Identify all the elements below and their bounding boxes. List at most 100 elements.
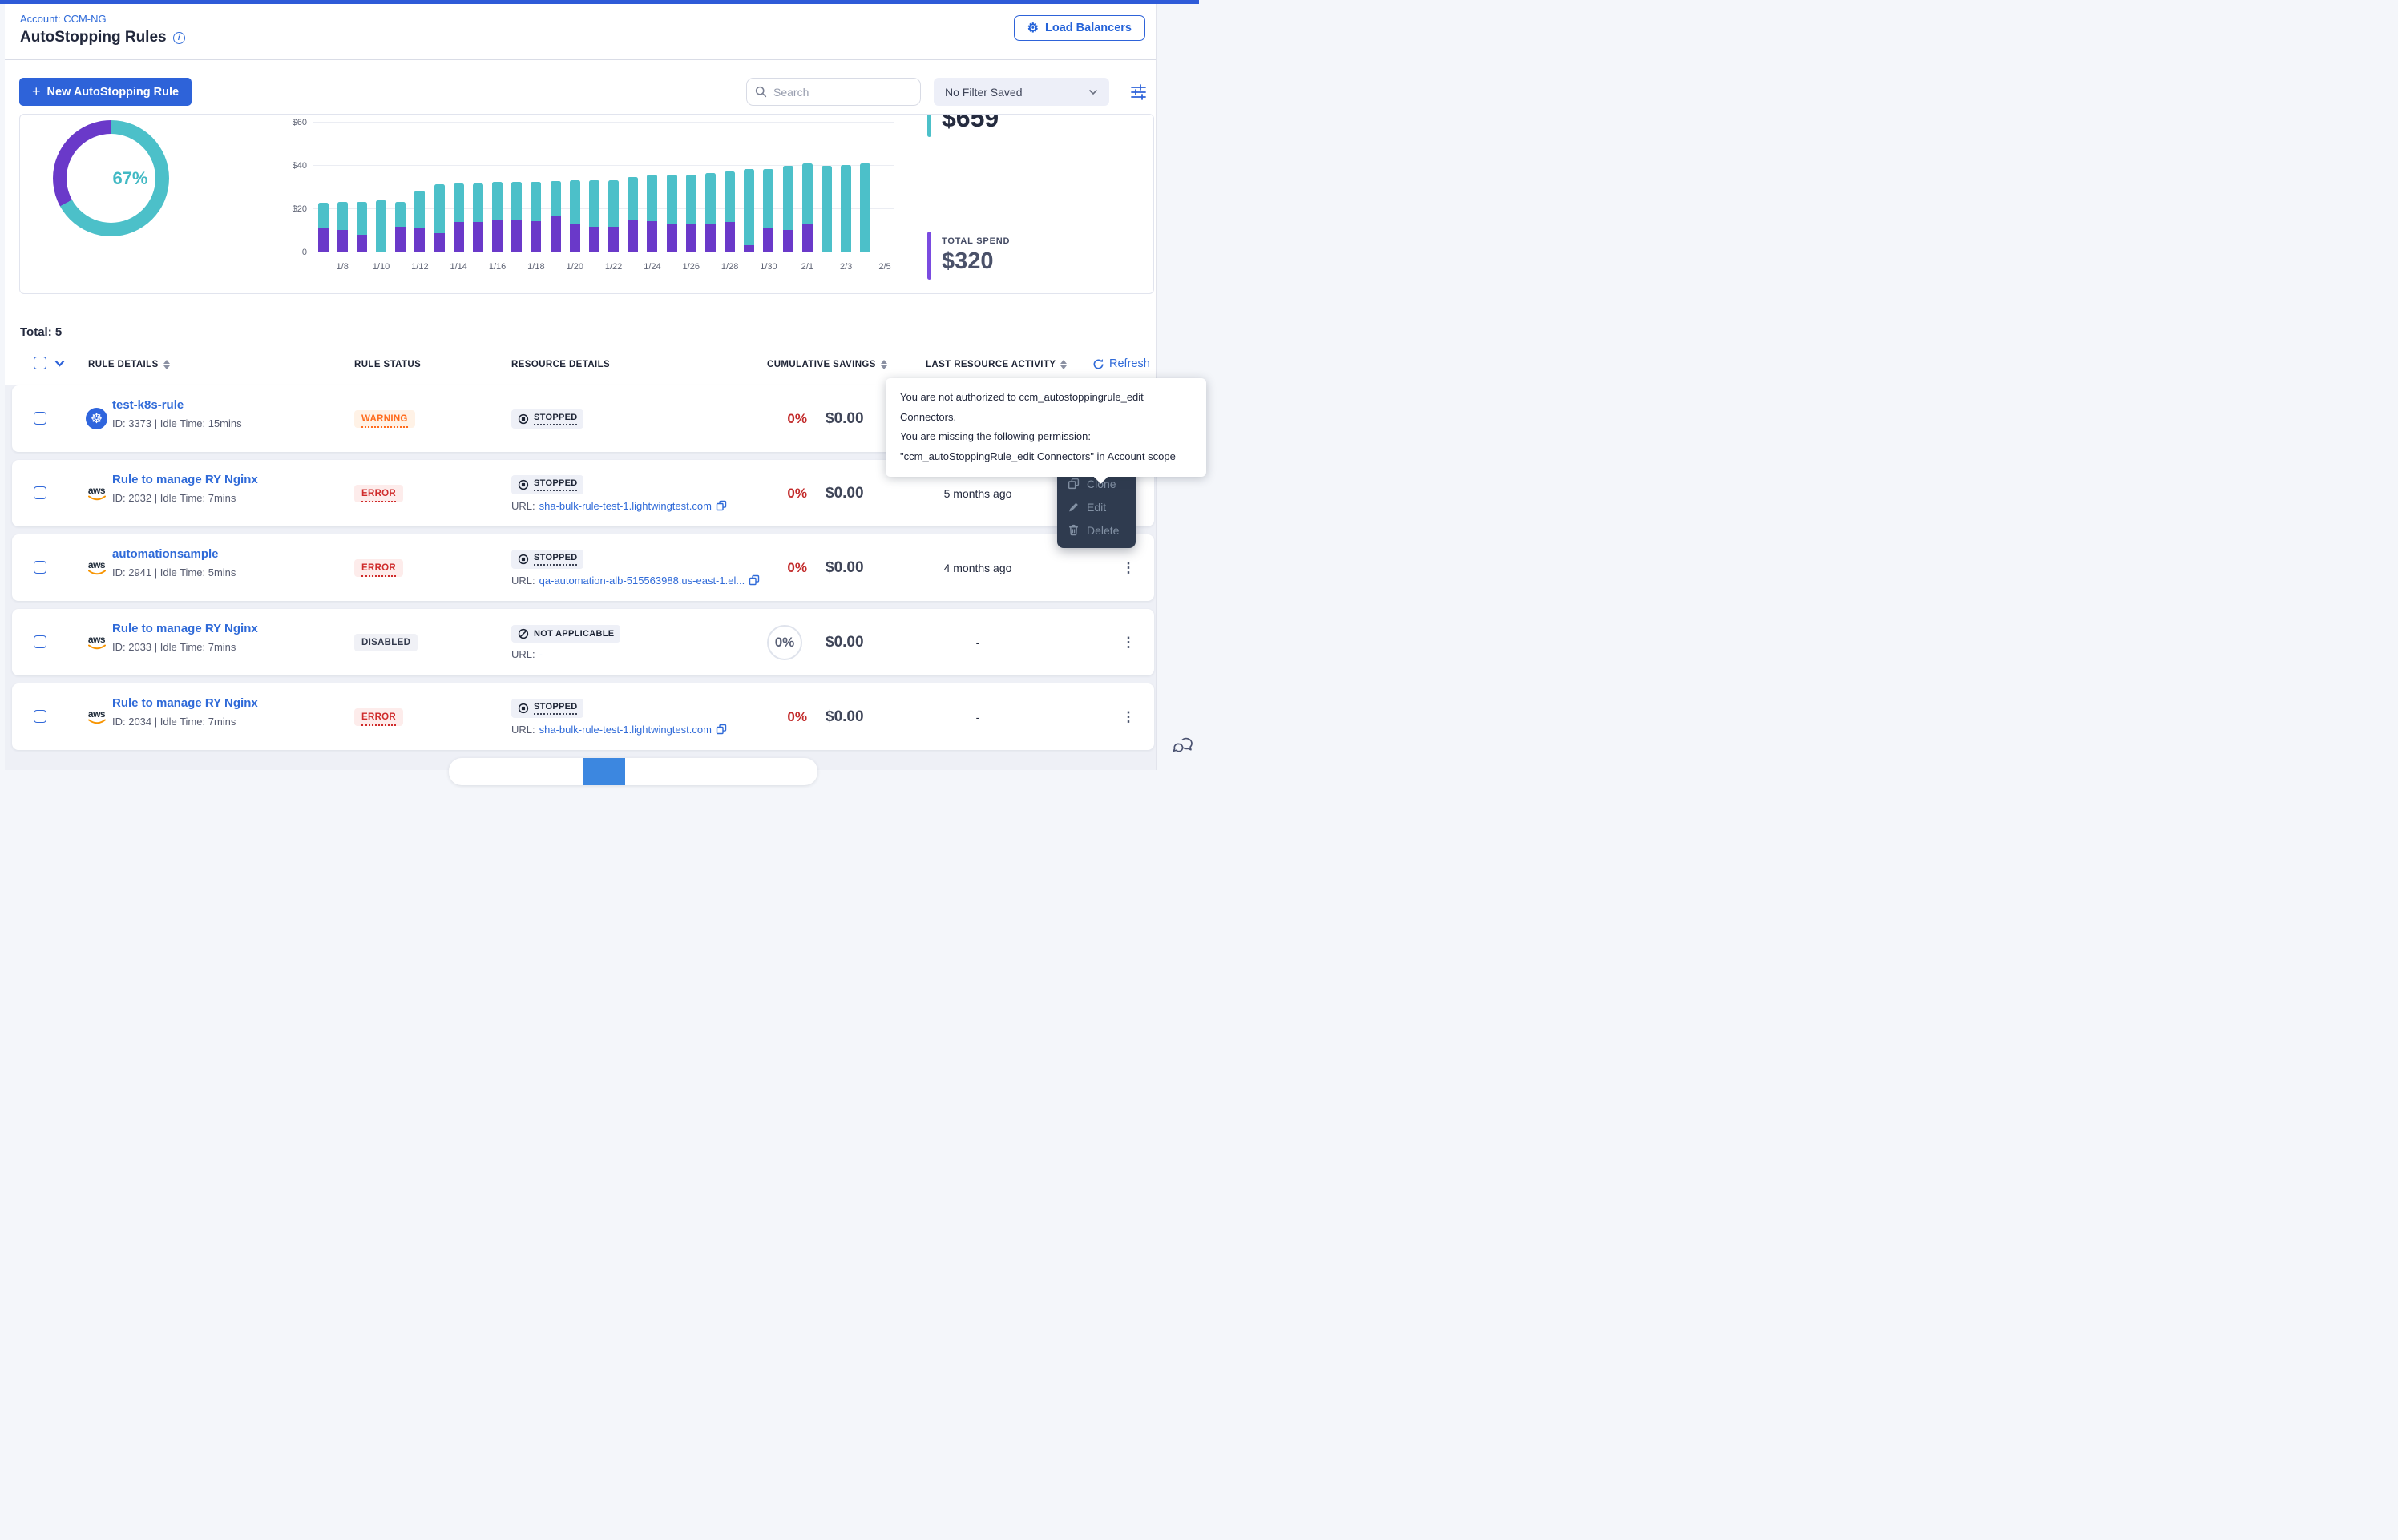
column-rule-details[interactable]: RULE DETAILS	[88, 360, 170, 369]
rule-meta: ID: 3373 | Idle Time: 15mins	[112, 417, 242, 429]
menu-item-clone[interactable]: Clone	[1057, 472, 1136, 495]
bar-slot-1/10: 1/10	[372, 116, 391, 272]
bar-slot-1/12: 1/12	[410, 116, 430, 272]
rule-name-link[interactable]: automationsample	[112, 547, 219, 561]
rule-meta: ID: 2941 | Idle Time: 5mins	[112, 566, 236, 579]
breadcrumb-account[interactable]: Account: CCM-NG	[20, 13, 107, 25]
resource-state-badge[interactable]: STOPPED	[511, 409, 584, 429]
x-axis-tick: 1/30	[760, 262, 777, 272]
resource-state-badge[interactable]: STOPPED	[511, 474, 584, 494]
rule-status-badge[interactable]: DISABLED	[354, 633, 418, 651]
table-row[interactable]: ☸ aws Rule to manage RY Nginx ID: 2033 |…	[12, 609, 1154, 675]
sort-icon[interactable]	[1060, 360, 1068, 369]
x-axis-tick: 2/5	[878, 262, 891, 272]
rule-name-link[interactable]: Rule to manage RY Nginx	[112, 696, 258, 710]
row-checkbox[interactable]	[34, 486, 46, 499]
column-cumulative-savings[interactable]: CUMULATIVE SAVINGS	[767, 360, 887, 369]
savings-donut-chart: 67%	[53, 120, 169, 236]
rule-meta: ID: 2032 | Idle Time: 7mins	[112, 492, 236, 504]
row-checkbox[interactable]	[34, 710, 46, 723]
resource-url-link[interactable]: sha-bulk-rule-test-1.lightwingtest.com	[539, 499, 712, 512]
select-all-checkbox[interactable]	[34, 357, 46, 369]
menu-item-delete[interactable]: Delete	[1057, 518, 1136, 542]
autostopping-rules-page: Account: CCM-NG AutoStopping Rules i ⚙ L…	[0, 0, 1206, 785]
stacked-bar	[588, 179, 600, 252]
new-autostopping-rule-button[interactable]: + New AutoStopping Rule	[19, 78, 192, 106]
x-axis-tick: 1/14	[450, 262, 467, 272]
page-title: AutoStopping Rules	[20, 29, 167, 46]
row-actions-menu[interactable]: ⋮	[1121, 634, 1136, 650]
stacked-bar	[821, 166, 832, 252]
table-row[interactable]: ☸ aws Rule to manage RY Nginx ID: 2034 |…	[12, 683, 1154, 750]
savings-amount: $0.00	[826, 633, 864, 651]
bar-slot-1/9	[352, 116, 371, 252]
bar-slot-1/25	[662, 116, 681, 252]
total-spend-block: TOTAL SPEND $320	[927, 232, 1010, 280]
stacked-bar	[744, 169, 755, 252]
rule-status-badge[interactable]: WARNING	[354, 409, 415, 428]
bar-slot-1/24: 1/24	[643, 116, 662, 272]
saved-filter-select[interactable]: No Filter Saved	[934, 78, 1109, 106]
spend-savings-bar-chart: 0 $20 $40 $60 1/8 1/10 1/12 1/14 1/16 1/18 1/20 1/2…	[293, 116, 894, 272]
resource-state-badge[interactable]: NOT APPLICABLE	[511, 624, 621, 643]
search-input[interactable]	[773, 85, 902, 99]
stacked-bar	[569, 179, 580, 252]
load-balancers-button[interactable]: ⚙ Load Balancers	[1013, 15, 1145, 41]
stacked-bar	[531, 182, 542, 252]
copy-icon[interactable]	[749, 574, 760, 586]
copy-icon[interactable]	[716, 500, 727, 511]
table-row[interactable]: ☸ aws automationsample ID: 2941 | Idle T…	[12, 534, 1154, 601]
stacked-bar	[453, 183, 464, 252]
stopped-icon	[518, 703, 529, 713]
x-axis-tick: 1/16	[488, 262, 507, 272]
row-actions-menu[interactable]: ⋮	[1121, 708, 1136, 724]
plus-icon: +	[32, 83, 41, 99]
rule-name-link[interactable]: Rule to manage RY Nginx	[112, 622, 258, 635]
column-last-resource-activity[interactable]: LAST RESOURCE ACTIVITY	[926, 360, 1068, 369]
menu-item-edit[interactable]: Edit	[1057, 495, 1136, 518]
copy-icon[interactable]	[716, 724, 727, 735]
bar-slot-2/3: 2/3	[837, 116, 856, 272]
row-actions-menu[interactable]: ⋮	[1121, 559, 1136, 575]
resource-url-link[interactable]: -	[539, 647, 543, 660]
savings-percent: 0%	[787, 485, 807, 501]
resource-url-link[interactable]: qa-automation-alb-515563988.us-east-1.el…	[539, 574, 745, 587]
y-axis-tick: $20	[292, 204, 307, 214]
rule-name-link[interactable]: Rule to manage RY Nginx	[112, 473, 258, 486]
total-spend-label: TOTAL SPEND	[942, 236, 1011, 246]
bar-slot-1/23	[624, 116, 643, 252]
column-resource-details: RESOURCE DETAILS	[511, 360, 611, 369]
y-axis-tick: $60	[292, 118, 307, 127]
rule-name-link[interactable]: test-k8s-rule	[112, 398, 184, 412]
refresh-icon	[1093, 358, 1104, 369]
info-icon[interactable]: i	[172, 31, 185, 44]
row-checkbox[interactable]	[34, 635, 46, 648]
resource-state-badge[interactable]: STOPPED	[511, 549, 584, 569]
rule-status-badge[interactable]: ERROR	[354, 484, 404, 502]
bar-slot-1/30: 1/30	[759, 116, 778, 272]
filter-panel-icon[interactable]	[1130, 83, 1147, 100]
rule-status-badge[interactable]: ERROR	[354, 708, 404, 726]
x-axis-tick: 1/28	[721, 262, 739, 272]
refresh-button[interactable]: Refresh	[1092, 357, 1150, 370]
bar-slot-1/22: 1/22	[604, 116, 624, 272]
resource-state-badge[interactable]: STOPPED	[511, 698, 584, 718]
resource-url-link[interactable]: sha-bulk-rule-test-1.lightwingtest.com	[539, 723, 712, 736]
row-checkbox[interactable]	[34, 561, 46, 574]
sort-icon[interactable]	[880, 360, 887, 369]
chevron-down-icon	[1088, 89, 1098, 95]
stacked-bar	[782, 166, 793, 252]
support-chat-icon[interactable]	[1172, 737, 1194, 760]
rule-status-badge[interactable]: ERROR	[354, 558, 404, 577]
last-activity: -	[975, 710, 980, 724]
stacked-bar	[685, 174, 696, 252]
stacked-bar	[647, 174, 658, 252]
pagination-bar	[449, 758, 818, 785]
aws-icon: aws	[86, 706, 107, 728]
bar-slot-1/28: 1/28	[721, 116, 740, 272]
row-checkbox[interactable]	[34, 412, 46, 425]
savings-accent-bar	[927, 115, 931, 137]
sort-icon[interactable]	[163, 360, 170, 369]
active-page-button[interactable]	[583, 758, 625, 785]
chevron-down-icon[interactable]	[54, 360, 65, 367]
